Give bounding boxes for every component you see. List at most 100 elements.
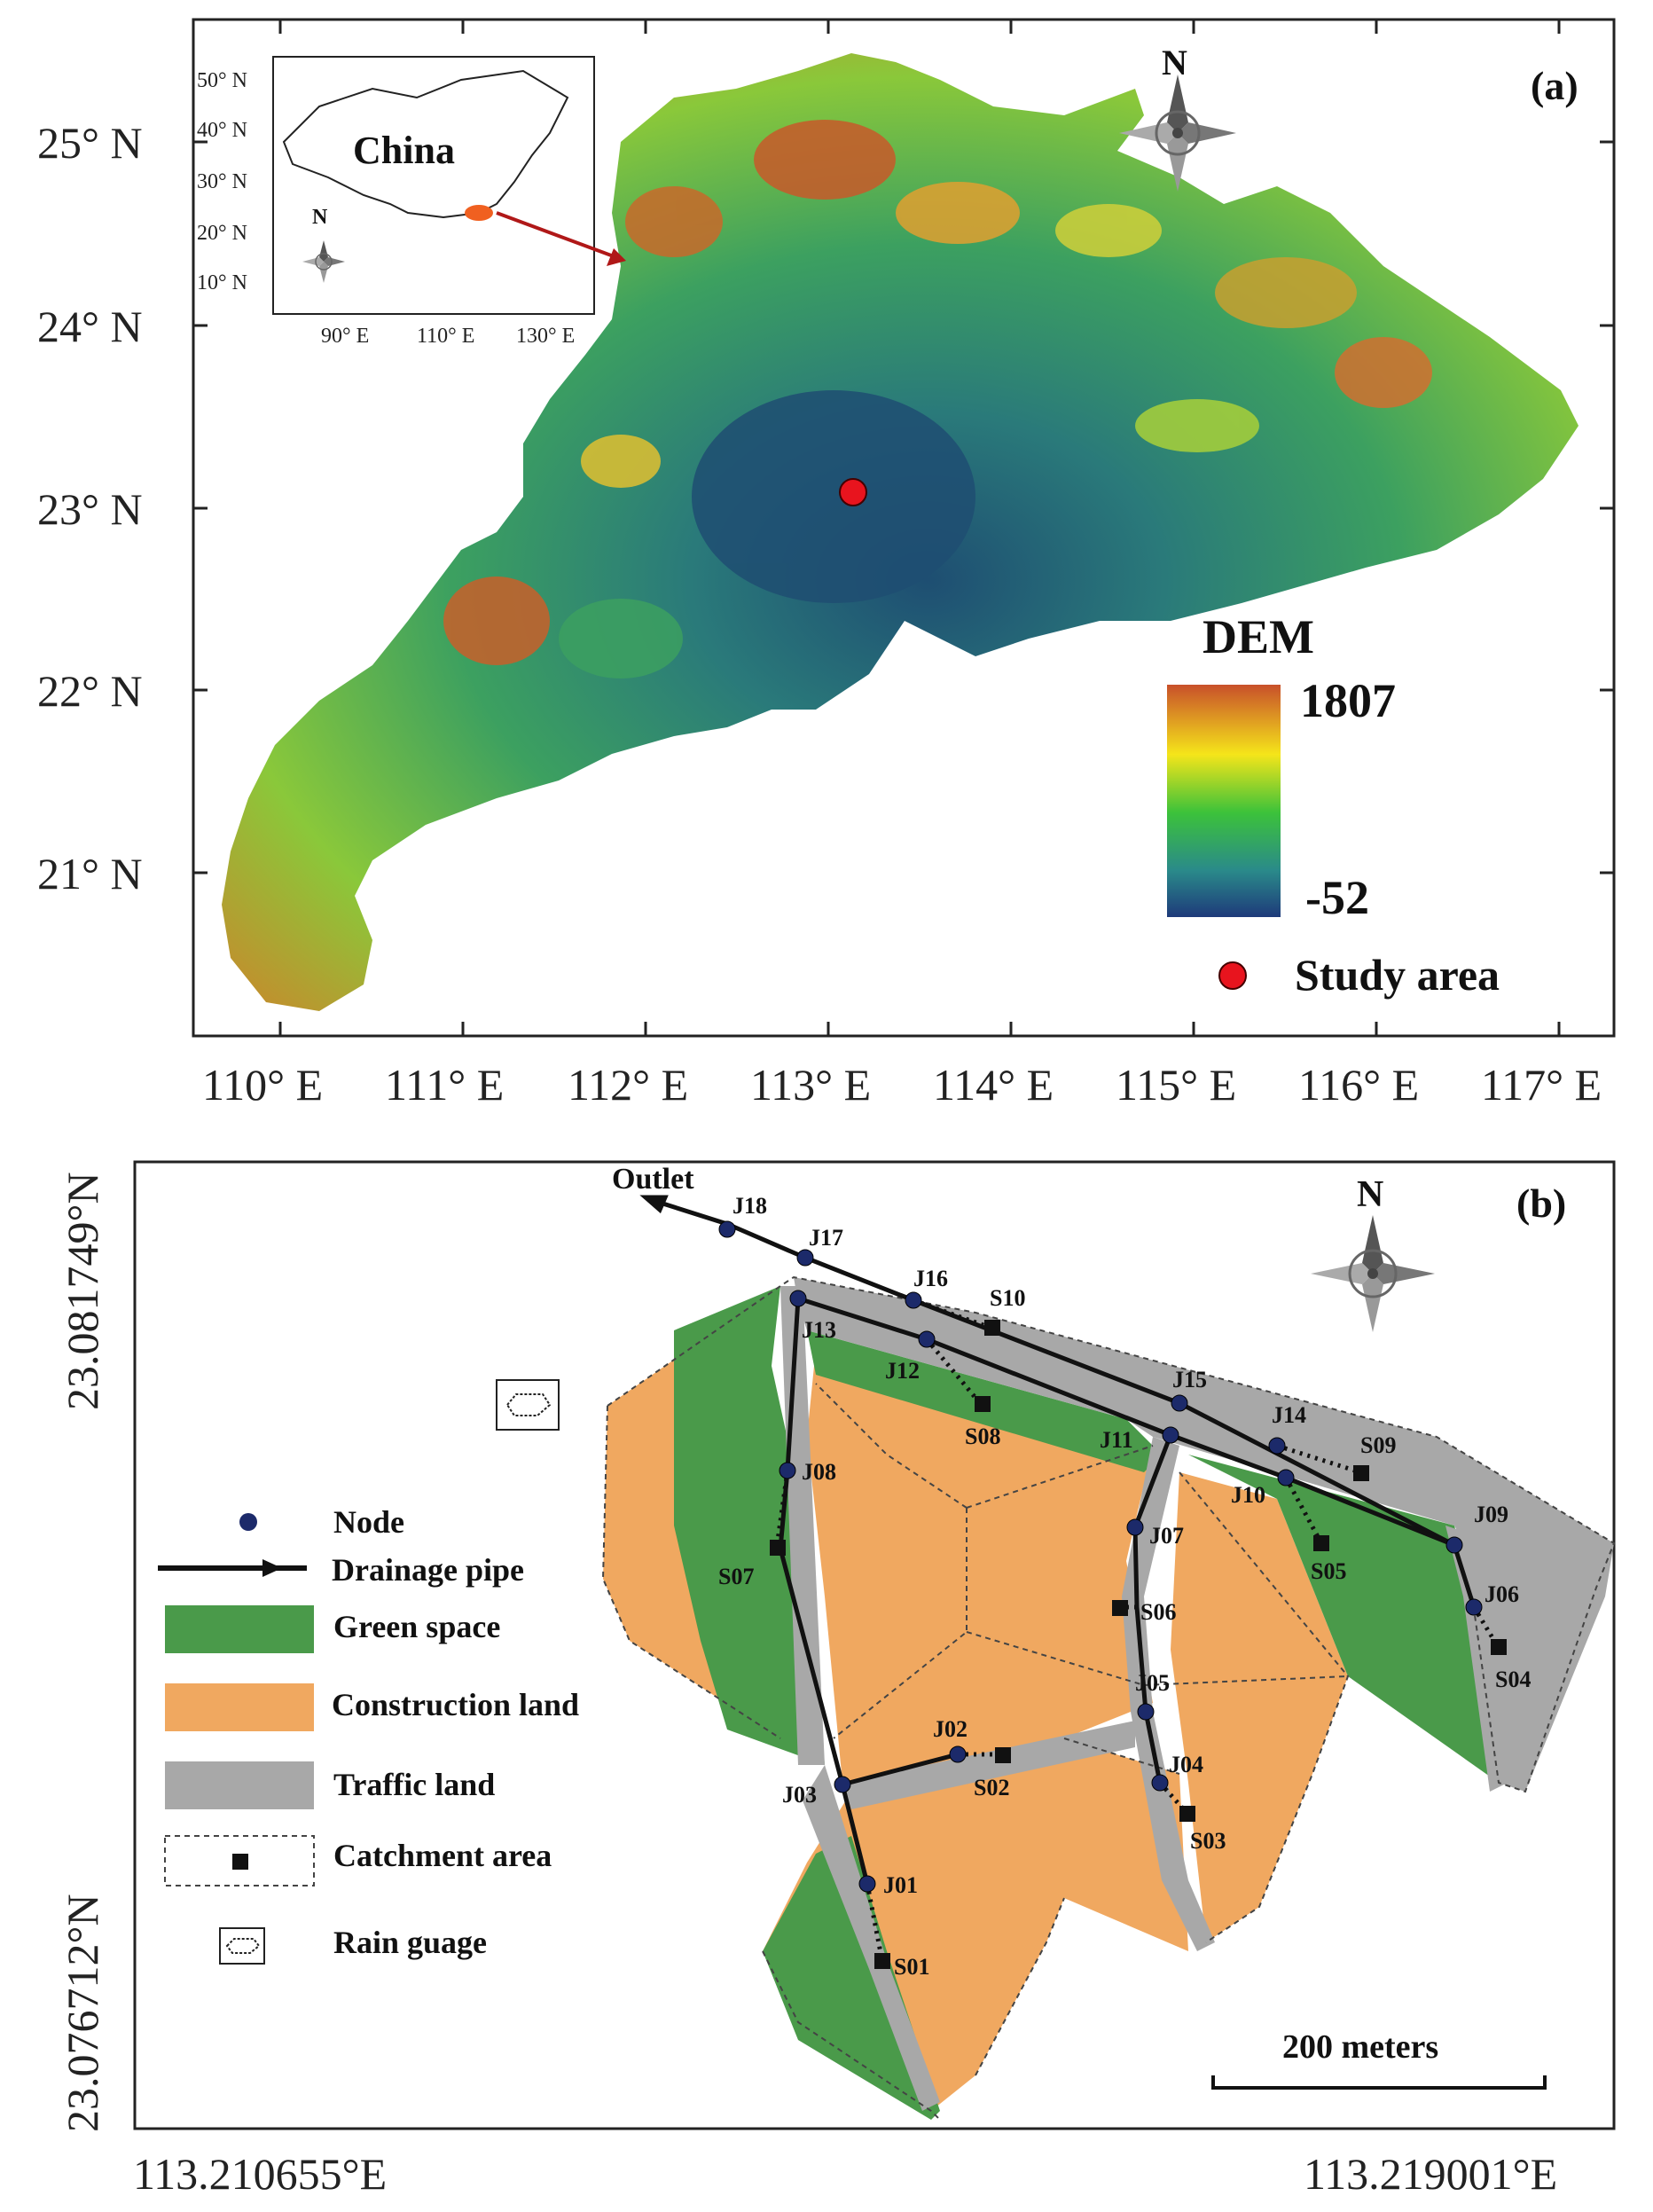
inset-lat-30: 30° N (197, 170, 247, 193)
marker-s04 (1491, 1639, 1507, 1655)
label-j18: J18 (732, 1193, 767, 1219)
marker-s03 (1179, 1806, 1195, 1822)
marker-s05 (1313, 1535, 1329, 1551)
rain-gauge-icon (496, 1379, 560, 1431)
label-j15: J15 (1172, 1367, 1207, 1392)
node-j18 (718, 1220, 736, 1238)
scale-bar-label: 200 meters (1282, 2028, 1438, 2066)
label-s01: S01 (894, 1954, 929, 1980)
lat-label-25: 25° N (37, 118, 143, 168)
legend-rain-label: Rain guage (333, 1925, 487, 1960)
inset-china-map: China N 50° N 40° N 30° N 20° N 10° N 90… (197, 56, 595, 348)
node-j14 (1268, 1437, 1286, 1455)
panel-a-north-label: N (1162, 43, 1187, 82)
marker-s08 (975, 1396, 991, 1412)
dem-legend-title: DEM (1203, 610, 1314, 663)
node-j03 (834, 1776, 851, 1793)
legend-green-label: Green space (333, 1609, 500, 1644)
node-j12 (918, 1330, 936, 1348)
legend-green-swatch (165, 1605, 314, 1653)
lon-label-110: 110° E (202, 1060, 323, 1110)
label-j06: J06 (1485, 1581, 1519, 1607)
dem-min-label: -52 (1305, 871, 1369, 924)
lon-label-left: 113.210655°E (133, 2149, 387, 2199)
inset-lat-10: 10° N (197, 271, 247, 294)
node-j11 (1162, 1426, 1179, 1444)
marker-s02 (995, 1747, 1011, 1763)
land-use-layer (496, 1275, 1616, 2121)
marker-s07 (770, 1540, 786, 1556)
inset-study-region (465, 205, 493, 221)
inset-lat-50: 50° N (197, 69, 247, 92)
compass-icon (1311, 1215, 1435, 1332)
green-space-south (763, 1836, 940, 2120)
lon-label-right: 113.219001°E (1304, 2149, 1557, 2199)
panel-a: China N 50° N 40° N 30° N 20° N 10° N 90… (37, 18, 1616, 1110)
inset-lat-20: 20° N (197, 222, 247, 245)
node-j02 (949, 1745, 967, 1763)
legend-traffic-swatch (165, 1761, 314, 1809)
label-j08: J08 (802, 1459, 836, 1485)
label-j09: J09 (1474, 1502, 1508, 1527)
panel-b-north-label: N (1357, 1174, 1383, 1215)
legend-catchment-label: Catchment area (333, 1838, 552, 1873)
marker-s09 (1353, 1465, 1369, 1481)
lat-label-bottom: 23.076712°N (58, 1894, 107, 2132)
label-j03: J03 (782, 1782, 817, 1808)
label-s09: S09 (1360, 1432, 1396, 1458)
node-j08 (779, 1462, 796, 1479)
label-j17: J17 (809, 1225, 843, 1251)
label-j02: J02 (933, 1716, 968, 1742)
inset-country-label: China (353, 129, 455, 172)
study-area-point (839, 478, 867, 506)
panel-b-label: (b) (1516, 1181, 1566, 1226)
lon-label-114: 114° E (933, 1060, 1054, 1110)
inset-north-label: N (312, 206, 328, 229)
label-j10: J10 (1231, 1482, 1265, 1508)
compass-icon (1119, 75, 1236, 192)
outlet-label: Outlet (612, 1163, 694, 1196)
label-s03: S03 (1190, 1828, 1226, 1854)
marker-s06 (1112, 1600, 1128, 1616)
subcatchment-markers (770, 1320, 1507, 1969)
inset-compass-icon (302, 240, 345, 283)
marker-s01 (874, 1953, 890, 1969)
lat-label-24: 24° N (37, 302, 143, 351)
lat-label-23: 23° N (37, 484, 143, 534)
legend-catchment-marker (232, 1854, 248, 1870)
label-j16: J16 (913, 1266, 948, 1291)
drainage-pipes (639, 1195, 1477, 1885)
green-space-east (1188, 1455, 1499, 1783)
scale-bar (1211, 2075, 1547, 2090)
label-j04: J04 (1169, 1752, 1203, 1777)
construction-land-central (807, 1348, 1153, 1783)
node-j16 (905, 1291, 922, 1309)
inset-lat-40: 40° N (197, 119, 247, 142)
inset-lon-90: 90° E (321, 325, 369, 348)
label-j07: J07 (1149, 1523, 1184, 1549)
node-j06 (1465, 1598, 1483, 1616)
arrow-head-icon (607, 248, 626, 266)
legend-node-label: Node (333, 1504, 404, 1540)
lon-label-115: 115° E (1116, 1060, 1236, 1110)
china-outline (282, 69, 569, 219)
dem-max-label: 1807 (1300, 674, 1396, 727)
lat-label-top: 23.081749°N (58, 1172, 107, 1410)
legend-b: Node Drainage pipe Green space Construct… (158, 1504, 579, 1965)
inset-lon-110: 110° E (417, 325, 474, 348)
label-j13: J13 (802, 1317, 836, 1343)
node-j01 (858, 1875, 876, 1893)
panel-a-label: (a) (1531, 63, 1579, 108)
lon-label-112: 112° E (568, 1060, 688, 1110)
legend-pipe-label: Drainage pipe (332, 1552, 524, 1588)
junction-nodes (718, 1220, 1483, 1893)
legend-node-icon (239, 1513, 257, 1531)
node-j04 (1151, 1774, 1169, 1792)
panel-b: J01 J02 J03 J04 J05 J06 J07 J08 J09 J10 … (58, 1160, 1616, 2199)
legend-construction-label: Construction land (332, 1687, 579, 1722)
lat-label-22: 22° N (37, 666, 143, 716)
label-j11: J11 (1100, 1427, 1133, 1453)
dem-color-bar (1167, 685, 1281, 917)
inset-lon-130: 130° E (516, 325, 575, 348)
node-j10 (1277, 1469, 1295, 1486)
